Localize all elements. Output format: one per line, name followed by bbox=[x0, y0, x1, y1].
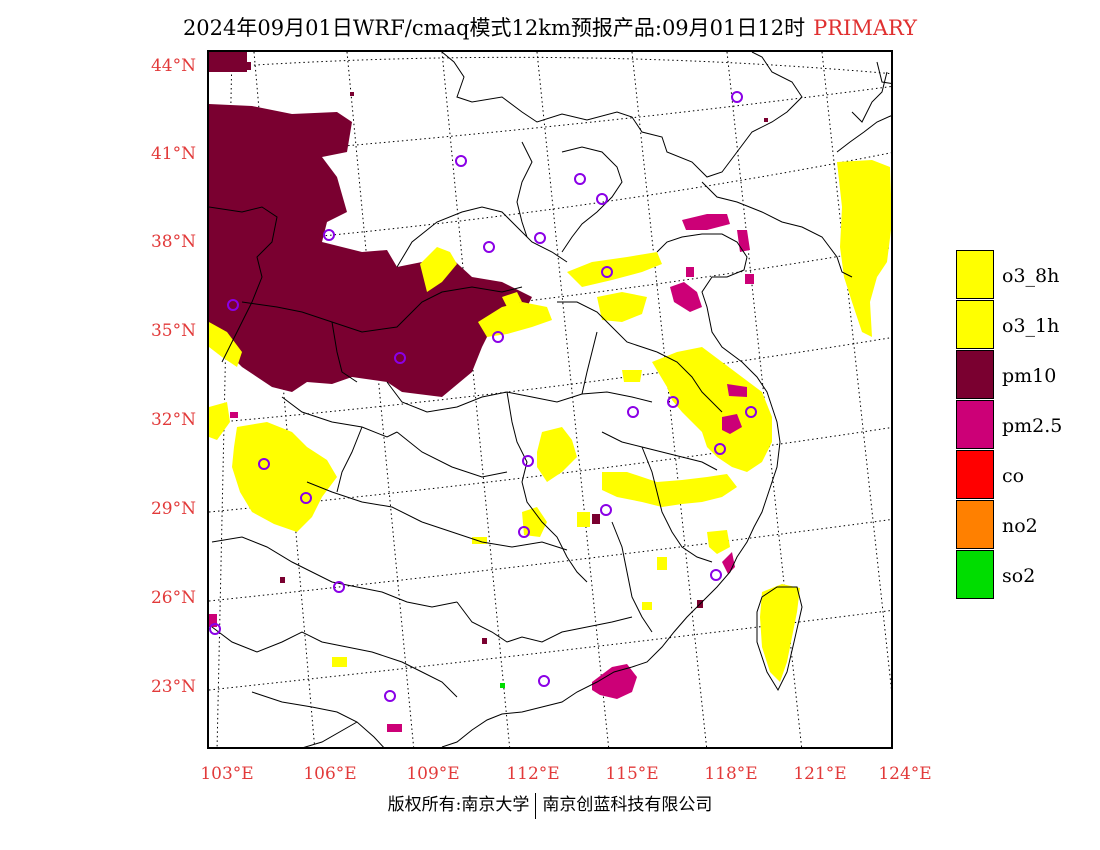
legend-label-o3-8h: o3_8h bbox=[1002, 265, 1060, 287]
footer-divider bbox=[535, 792, 537, 819]
legend-swatch-pm10 bbox=[956, 350, 994, 399]
lon-label-106: 106°E bbox=[303, 764, 357, 784]
pm25-areas bbox=[209, 214, 754, 732]
lon-label-115: 115°E bbox=[605, 764, 659, 784]
lat-label-29: 29°N bbox=[150, 499, 196, 519]
legend-swatch-pm25 bbox=[956, 400, 994, 449]
title-tag: PRIMARY bbox=[813, 16, 918, 40]
lat-label-32: 32°N bbox=[150, 410, 196, 430]
copyright-footer: 版权所有:南京大学 南京创蓝科技有限公司 bbox=[0, 790, 1100, 819]
legend-label-pm25: pm2.5 bbox=[1002, 415, 1063, 437]
forecast-map bbox=[207, 50, 893, 749]
lat-label-38: 38°N bbox=[150, 232, 196, 252]
lon-label-112: 112°E bbox=[506, 764, 560, 784]
lon-label-103: 103°E bbox=[200, 764, 254, 784]
legend-label-co: co bbox=[1002, 465, 1025, 487]
city-markers bbox=[209, 91, 757, 702]
legend-swatch-no2 bbox=[956, 500, 994, 549]
lon-label-124: 124°E bbox=[878, 764, 932, 784]
lat-label-23: 23°N bbox=[150, 677, 196, 697]
lon-label-109: 109°E bbox=[406, 764, 460, 784]
lat-label-41: 41°N bbox=[150, 144, 196, 164]
legend-swatch-co bbox=[956, 450, 994, 499]
legend-label-pm10: pm10 bbox=[1002, 365, 1057, 387]
lat-label-35: 35°N bbox=[150, 321, 196, 341]
legend-label-no2: no2 bbox=[1002, 515, 1038, 537]
legend-swatch-o3-1h bbox=[956, 300, 994, 349]
boundaries bbox=[209, 52, 891, 747]
footer-right: 南京创蓝科技有限公司 bbox=[542, 795, 713, 815]
legend-label-o3-1h: o3_1h bbox=[1002, 315, 1060, 337]
footer-left: 版权所有:南京大学 bbox=[387, 795, 530, 815]
map-title: 2024年09月01日WRF/cmaq模式12km预报产品:09月01日12时 P… bbox=[0, 12, 1100, 42]
map-canvas bbox=[209, 52, 891, 747]
lat-label-44: 44°N bbox=[150, 56, 196, 76]
legend-swatch-so2 bbox=[956, 550, 994, 599]
lat-label-26: 26°N bbox=[150, 588, 196, 608]
so2-speck bbox=[500, 683, 505, 688]
lon-label-118: 118°E bbox=[704, 764, 758, 784]
title-main: 2024年09月01日WRF/cmaq模式12km预报产品:09月01日12时 bbox=[182, 16, 806, 40]
legend-swatch-o3-8h bbox=[956, 250, 994, 299]
pm10-areas bbox=[209, 52, 532, 397]
lon-label-121: 121°E bbox=[793, 764, 847, 784]
legend-label-so2: so2 bbox=[1002, 565, 1036, 587]
o3-areas bbox=[209, 160, 891, 682]
